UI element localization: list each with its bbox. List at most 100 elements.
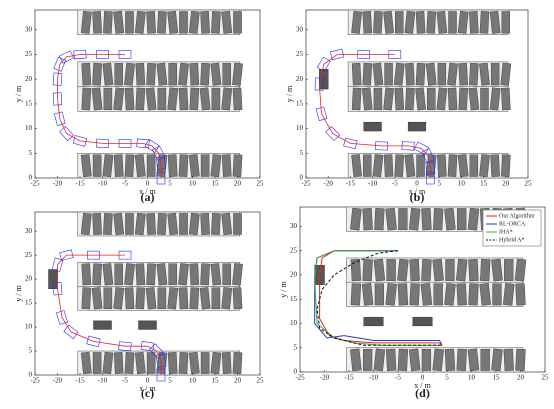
parked-car [157,287,167,310]
parked-car [480,87,489,111]
parked-car [405,87,415,111]
parked-car [408,348,421,372]
parked-car [232,287,243,310]
parked-car [420,283,433,306]
parked-car [232,352,243,374]
parked-car [447,154,458,177]
parked-car [398,208,408,231]
parked-car [409,283,420,306]
parked-car [491,258,503,282]
parked-car [103,87,113,111]
vehicle-footprint [413,141,429,156]
x-tick-label: -5 [392,180,398,188]
parked-car [146,263,156,286]
parked-car [222,63,231,86]
x-tick-label: 10 [189,180,197,188]
parked-car [200,11,210,34]
x-tick-label: -15 [346,180,356,188]
vehicle-footprint [140,341,155,352]
vehicle-footprint [54,111,66,126]
parked-car [114,263,123,286]
parked-car [421,208,432,231]
parked-car [393,62,405,86]
obstacle [363,121,382,132]
parked-car [146,11,156,34]
parked-car [92,352,102,374]
vehicle-footprint [329,48,345,61]
vehicle-footprint [59,249,74,261]
legend-label: Hybrid A* [499,237,525,243]
parked-car [211,213,221,235]
vehicle-footprint [63,324,79,340]
parked-car [188,351,200,375]
y-axis-label: y / m [14,85,23,102]
parked-car [383,154,394,177]
parked-car [102,62,114,86]
parked-car [515,348,526,371]
parked-car [188,10,200,34]
panel-label: (a) [141,190,155,204]
parked-car [211,87,221,111]
y-axis-label: y / m [285,85,294,102]
x-tick-label: 0 [421,374,425,382]
x-tick-label: -20 [53,180,63,188]
parked-car [199,287,211,310]
x-tick-label: -20 [53,377,63,385]
parked-car [146,62,156,86]
parked-car [374,283,384,306]
y-tick-label: 30 [296,25,304,33]
parked-car [373,258,386,282]
parked-car [146,154,156,177]
parked-car [221,87,233,111]
parked-car [363,348,373,371]
x-axis-label: x / m [414,381,431,390]
parked-car [351,87,362,111]
vehicle-footprint [149,343,164,359]
y-axis-label: y / m [279,281,288,298]
parked-car [436,87,448,111]
parked-car [444,283,456,306]
parking-lot [314,207,527,372]
parked-car [433,283,443,306]
parked-car [145,87,157,111]
parked-car [135,87,146,111]
parked-car [455,258,468,282]
parked-car [145,287,157,310]
parked-car [457,154,469,178]
parked-car [134,351,146,375]
parked-car [515,283,526,306]
parked-car [504,259,514,281]
y-tick-label: 10 [25,323,33,331]
y-tick-label: 15 [25,99,33,107]
parked-car [350,207,362,231]
parked-car [500,62,512,86]
parked-car [456,283,467,306]
vehicle-footprint [86,335,101,348]
parked-car [179,11,188,34]
parked-car [91,287,103,310]
x-tick-label: 5 [437,180,441,188]
parked-car [351,62,362,86]
vehicle-footprint [136,138,150,149]
x-tick-label: 5 [168,180,172,188]
y-tick-label: 5 [29,149,33,157]
parked-car [178,87,189,111]
parked-car [113,10,125,34]
parked-car [421,258,432,282]
parked-car [415,11,426,34]
parked-car [134,154,146,178]
parked-car [373,11,383,34]
parked-car [362,62,373,86]
parked-car [362,258,373,282]
parked-car [124,87,135,111]
x-tick-label: -10 [98,180,108,188]
parked-car [409,258,420,282]
parked-car [92,263,102,286]
parked-car [178,352,189,374]
vehicle-footprint [425,161,436,175]
trajectory [318,54,431,178]
parked-car [351,10,362,34]
obstacle [412,316,433,327]
parked-car [157,87,167,111]
